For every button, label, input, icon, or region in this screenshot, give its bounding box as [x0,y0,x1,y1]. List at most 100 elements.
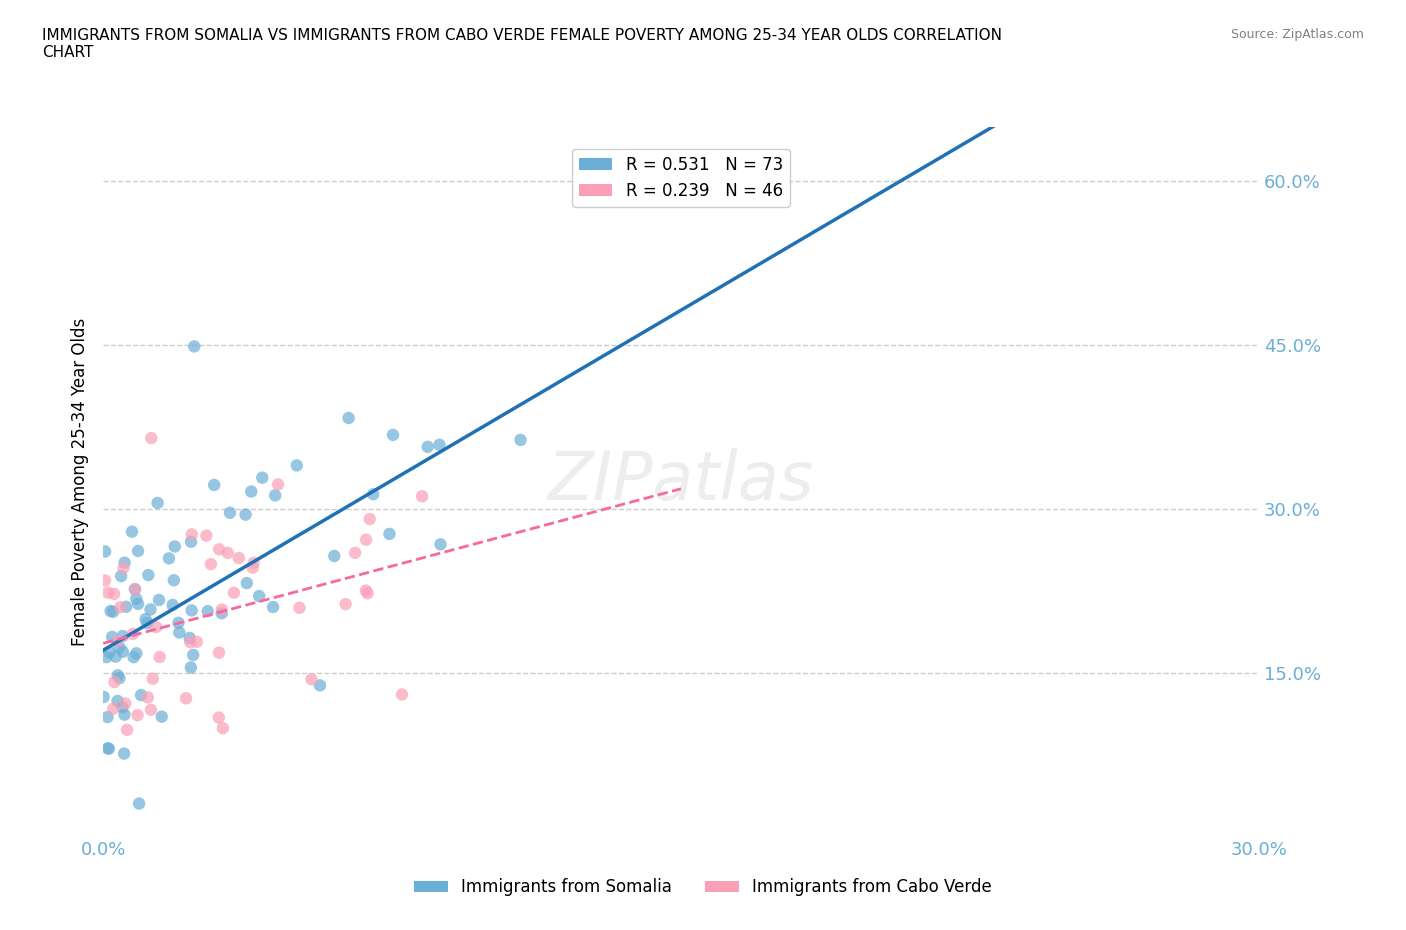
Point [104,649,127,664]
Point [411,489,433,504]
Point [136,690,159,705]
Point [183,339,205,353]
Point [125,591,148,606]
Point [139,702,162,717]
Text: Source: ZipAtlas.com: Source: ZipAtlas.com [1230,28,1364,41]
Point [391,687,413,702]
Point [180,534,202,549]
Point [208,645,231,660]
Point [208,542,231,557]
Point [180,527,202,542]
Point [146,496,169,511]
Point [114,555,136,570]
Point [94,573,117,588]
Point [124,582,146,597]
Point [97,710,120,724]
Point [93,689,115,704]
Point [101,630,124,644]
Point [169,625,191,640]
Point [97,741,120,756]
Point [252,471,274,485]
Point [509,432,531,447]
Point [115,599,138,614]
Point [100,604,122,618]
Point [174,691,197,706]
Point [217,546,239,561]
Point [114,696,136,711]
Point [195,528,218,543]
Point [162,598,184,613]
Point [361,486,384,501]
Point [167,616,190,631]
Point [335,597,357,612]
Point [323,549,346,564]
Point [121,627,143,642]
Point [354,532,377,547]
Point [180,603,202,618]
Point [139,602,162,617]
Point [337,410,360,425]
Point [107,694,129,709]
Point [288,601,311,616]
Point [149,649,172,664]
Point [378,526,401,541]
Point [247,589,270,604]
Point [94,544,117,559]
Point [148,592,170,607]
Text: ZIPatlas: ZIPatlas [548,448,814,514]
Point [219,505,242,520]
Point [97,585,120,600]
Point [242,555,264,570]
Point [111,629,134,644]
Point [309,678,332,693]
Y-axis label: Female Poverty Among 25-34 Year Olds: Female Poverty Among 25-34 Year Olds [72,317,89,645]
Point [211,602,233,617]
Point [197,604,219,618]
Point [111,700,134,715]
Point [127,708,149,723]
Point [105,633,128,648]
Point [416,439,439,454]
Point [103,674,125,689]
Point [108,640,131,655]
Point [115,723,138,737]
Point [136,616,159,631]
Point [163,573,186,588]
Point [228,551,250,565]
Point [157,551,180,565]
Point [236,576,259,591]
Legend: Immigrants from Somalia, Immigrants from Cabo Verde: Immigrants from Somalia, Immigrants from… [408,871,998,903]
Point [150,710,173,724]
Point [181,647,204,662]
Point [211,605,233,620]
Point [242,560,264,575]
Point [108,671,131,685]
Point [122,650,145,665]
Text: IMMIGRANTS FROM SOMALIA VS IMMIGRANTS FROM CABO VERDE FEMALE POVERTY AMONG 25-34: IMMIGRANTS FROM SOMALIA VS IMMIGRANTS FR… [42,28,1002,60]
Point [240,485,263,499]
Point [127,596,149,611]
Point [96,650,118,665]
Point [141,431,163,445]
Point [200,557,222,572]
Point [264,488,287,503]
Point [142,671,165,686]
Point [111,644,134,659]
Point [186,634,208,649]
Point [103,701,125,716]
Point [354,583,377,598]
Point [356,586,378,601]
Point [382,428,405,443]
Point [359,512,381,526]
Point [103,587,125,602]
Point [212,721,235,736]
Point [202,477,225,492]
Point [267,477,290,492]
Legend: R = 0.531   N = 73, R = 0.239   N = 46: R = 0.531 N = 73, R = 0.239 N = 46 [572,149,790,206]
Point [121,525,143,539]
Point [98,644,121,659]
Point [344,545,367,560]
Point [222,585,245,600]
Point [129,687,152,702]
Point [429,537,451,551]
